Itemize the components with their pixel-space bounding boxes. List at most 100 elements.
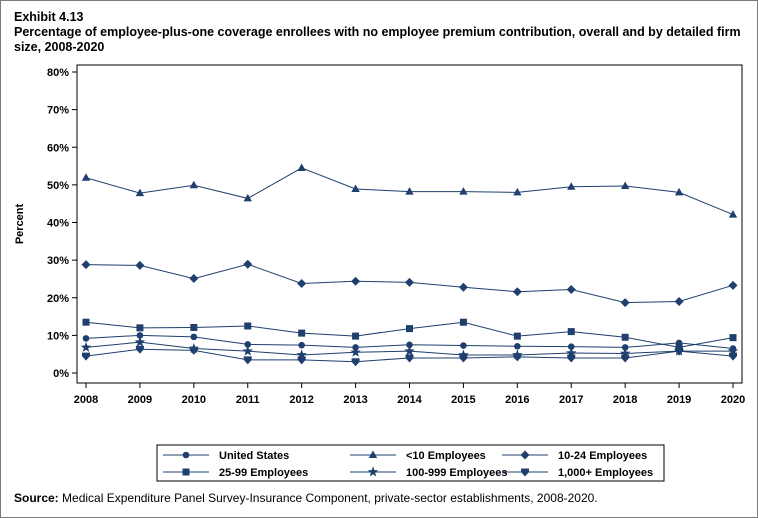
legend-box: [156, 444, 665, 482]
legend-item: 25-99 Employees: [163, 467, 308, 479]
data-point: [82, 352, 90, 361]
source-text: Medical Expenditure Panel Survey-Insuran…: [62, 491, 598, 505]
y-tick-label: 70%: [47, 105, 69, 117]
data-point: [242, 345, 253, 356]
series-10-24-employees: [81, 259, 738, 308]
data-point: [352, 332, 360, 340]
data-point: [243, 259, 253, 269]
data-point: [567, 182, 576, 190]
title-block: Exhibit 4.13 Percentage of employee-plus…: [14, 10, 744, 55]
data-point: [135, 188, 145, 197]
chart-title: Percentage of employee-plus-one coverage…: [14, 25, 741, 54]
x-tick-label: 2009: [128, 394, 152, 406]
data-point: [458, 282, 468, 292]
series-1-000-employees: [82, 345, 737, 367]
data-point: [82, 335, 90, 342]
data-point: [619, 347, 631, 358]
data-point: [729, 334, 737, 342]
x-tick-label: 2011: [236, 394, 260, 406]
y-tick-label: 20%: [47, 293, 69, 305]
data-point: [621, 354, 630, 363]
data-point: [189, 180, 199, 189]
data-point: [243, 356, 252, 365]
legend-marker: [182, 451, 190, 459]
x-tick-label: 2017: [559, 394, 583, 406]
legend-item: 100-999 Employees: [350, 466, 508, 479]
source-note: Source: Medical Expenditure Panel Survey…: [14, 491, 598, 505]
data-point: [190, 323, 198, 331]
data-point: [620, 298, 630, 308]
data-point: [459, 318, 467, 326]
legend-item: <10 Employees: [350, 450, 486, 462]
data-point: [244, 341, 252, 348]
data-point: [134, 336, 146, 347]
x-tick-label: 2012: [289, 394, 313, 406]
legend-label: 1,000+ Employees: [558, 467, 653, 479]
x-tick-label: 2013: [343, 394, 367, 406]
data-point: [406, 325, 413, 333]
y-axis-label: Percent: [14, 203, 26, 244]
data-point: [513, 187, 522, 196]
data-point: [405, 187, 414, 195]
data-point: [458, 349, 469, 360]
x-tick-label: 2019: [667, 394, 691, 406]
data-point: [296, 349, 307, 360]
y-tick-label: 60%: [47, 142, 69, 154]
data-point: [135, 260, 145, 270]
data-point: [727, 345, 739, 356]
y-tick-label: 10%: [47, 330, 69, 342]
data-point: [620, 181, 630, 190]
legend-label: United States: [219, 450, 289, 462]
x-tick-label: 2008: [74, 394, 98, 406]
x-tick-label: 2010: [182, 394, 206, 406]
data-point: [190, 333, 198, 341]
legend-marker: [182, 468, 190, 476]
legend-marker: [521, 468, 529, 477]
data-point: [298, 329, 306, 337]
data-point: [567, 343, 575, 350]
data-point: [405, 354, 414, 363]
data-point: [297, 163, 306, 171]
legend-label: 10-24 Employees: [558, 450, 647, 462]
data-point: [674, 187, 684, 196]
data-point: [621, 333, 629, 341]
legend-label: 100-999 Employees: [406, 467, 508, 479]
data-point: [621, 344, 629, 351]
legend-marker: [367, 466, 379, 477]
data-point: [512, 287, 522, 297]
data-point: [350, 346, 361, 357]
legend-marker: [520, 450, 530, 460]
data-point: [675, 347, 684, 356]
data-point: [136, 332, 144, 339]
data-point: [513, 353, 522, 362]
y-tick-label: 50%: [47, 180, 69, 192]
data-point: [567, 354, 576, 363]
x-tick-label: 2016: [505, 394, 529, 406]
data-point: [406, 341, 413, 349]
data-point: [189, 274, 199, 284]
x-tick-label: 2015: [451, 394, 475, 406]
data-point: [728, 210, 738, 218]
data-point: [566, 347, 577, 358]
data-point: [460, 342, 467, 349]
legend-item: 1,000+ Employees: [502, 467, 653, 479]
data-point: [404, 345, 415, 356]
data-point: [80, 341, 92, 352]
data-point: [81, 260, 91, 270]
data-point: [459, 187, 468, 195]
legend-label: <10 Employees: [406, 450, 486, 462]
x-tick-label: 2014: [397, 394, 422, 406]
data-point: [298, 341, 305, 349]
data-point: [135, 345, 144, 354]
data-point: [513, 332, 521, 340]
data-point: [514, 342, 521, 350]
legend-marker: [368, 450, 378, 458]
data-point: [459, 354, 468, 363]
data-point: [136, 324, 144, 332]
data-point: [351, 184, 360, 193]
data-point: [405, 277, 414, 287]
y-tick-label: 30%: [47, 255, 69, 267]
data-point: [297, 278, 307, 288]
legend-item: 10-24 Employees: [502, 450, 647, 462]
data-point: [566, 284, 576, 294]
